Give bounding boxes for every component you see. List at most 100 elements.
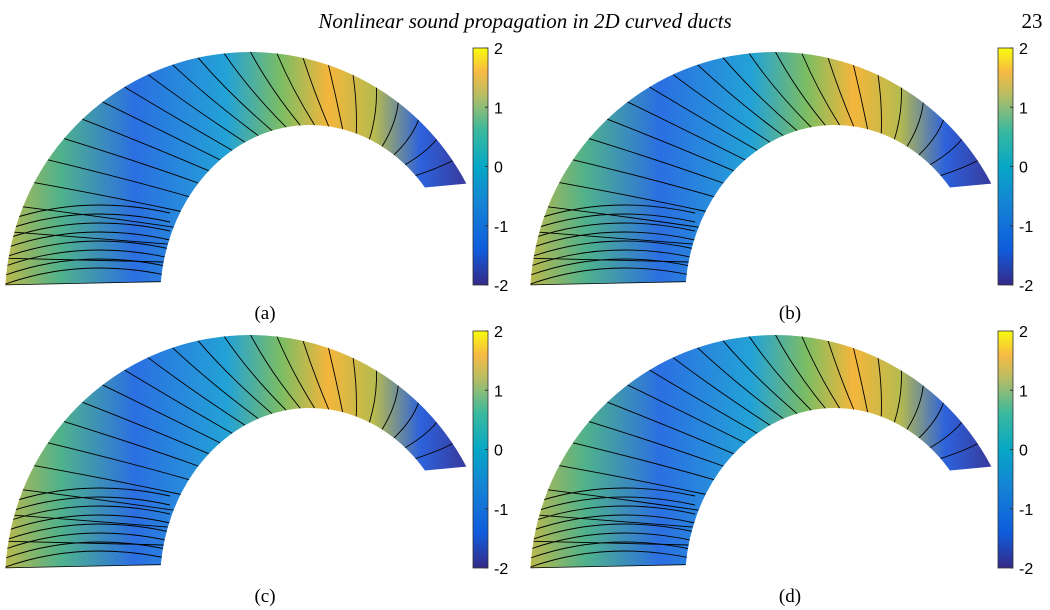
contour-line [530,267,696,285]
subfigure-label: (b) [779,303,801,324]
contour-line [801,336,840,409]
colorbar-tick-label: 2 [1019,324,1028,341]
contour-line [393,402,419,439]
contour-line [102,101,221,161]
contour-line [722,57,798,132]
contour-line [906,385,924,430]
bottom-edge [5,564,161,569]
contour-line [276,336,315,409]
contour-line [147,74,246,143]
contour-line [5,514,171,534]
contour-line [672,357,771,426]
contour-line [34,182,181,212]
contour-line [588,138,724,184]
duct-field [530,52,992,285]
bottom-edge [530,564,686,569]
contour-line [5,532,171,552]
contour-line [827,340,855,410]
contour-line [827,57,855,127]
contour-line [250,335,301,409]
contour-line [697,347,784,420]
contour-line [5,523,171,543]
colorbar-tick-label: 1 [494,100,503,117]
contour-line [34,465,181,495]
contour-line [393,119,419,156]
contour-line [404,422,437,449]
colorbar-tick-label: 2 [1019,41,1028,58]
contour-line [530,541,696,561]
contour-line [381,385,399,430]
subfigure-label: (c) [254,586,275,607]
subfigure-label: (d) [779,586,801,607]
contour-line [223,336,287,411]
contour-line [47,159,190,198]
contour-line [530,240,696,260]
page-number: 23 [1022,9,1043,33]
colorbar-tick-label: 2 [494,324,503,341]
contour-line [328,347,344,413]
contour-line [415,160,453,177]
contour-line [328,64,344,130]
contour-line [63,138,199,184]
duct-field [530,335,992,568]
contour-line [352,357,357,417]
contour-line [877,74,882,134]
colorbar-tick-label: 2 [494,41,503,58]
contour-line [197,340,273,415]
contour-line [530,249,696,269]
contour-line [530,523,696,543]
contour-line [250,52,301,126]
colorbar-tick-label: -1 [494,219,508,236]
subfigure: 2 1 0 -1 -2 (a) [5,41,508,324]
contour-line [853,347,869,413]
subfigure: 2 1 0 -1 -2 (b) [530,41,1033,324]
contour-line [302,57,330,127]
contour-line [172,64,259,137]
colorbar-tick-label: -1 [1019,219,1033,236]
contour-line [5,505,171,525]
contour-line [530,213,696,233]
contour-line [547,206,699,228]
contour-line [877,357,882,417]
contour-line [572,159,715,198]
contour-line [775,335,826,409]
contours [5,335,453,568]
contour-line [197,57,273,132]
contour-line [5,249,171,269]
contour-line [14,514,168,528]
contour-line [8,540,164,546]
contour-line [672,74,771,143]
contour-line [588,421,724,467]
contours [5,52,453,285]
contour-line [607,118,734,172]
contour-line [539,231,693,245]
colorbar-tick-label: 1 [1019,100,1028,117]
contour-line [5,541,171,561]
contour-line [559,182,706,212]
contour-line [5,267,171,285]
colorbar-tick-label: 0 [494,443,503,460]
contour-line [929,422,962,449]
contour-line [124,369,233,434]
contour-line [381,102,399,147]
contour-line [368,370,377,423]
subfigure: 2 1 0 -1 -2 (c) [5,324,508,607]
contour-line [63,421,199,467]
contour-line [14,231,168,245]
contour-line [547,489,699,511]
contour-line [5,222,171,242]
contour-line [906,102,924,147]
contour-line [352,74,357,134]
contour-line [124,86,233,151]
contour-line [893,87,902,140]
contour-line [530,505,696,525]
contour-line [697,64,784,137]
contour-line [918,402,944,439]
colorbar-tick-label: 1 [494,383,503,400]
colorbar-tick-label: -2 [494,561,508,578]
colorbar-tick-label: -1 [1019,502,1033,519]
contour-line [627,101,746,161]
colorbar-tick-label: 1 [1019,383,1028,400]
duct-field [5,52,467,285]
contour-line [5,258,171,278]
